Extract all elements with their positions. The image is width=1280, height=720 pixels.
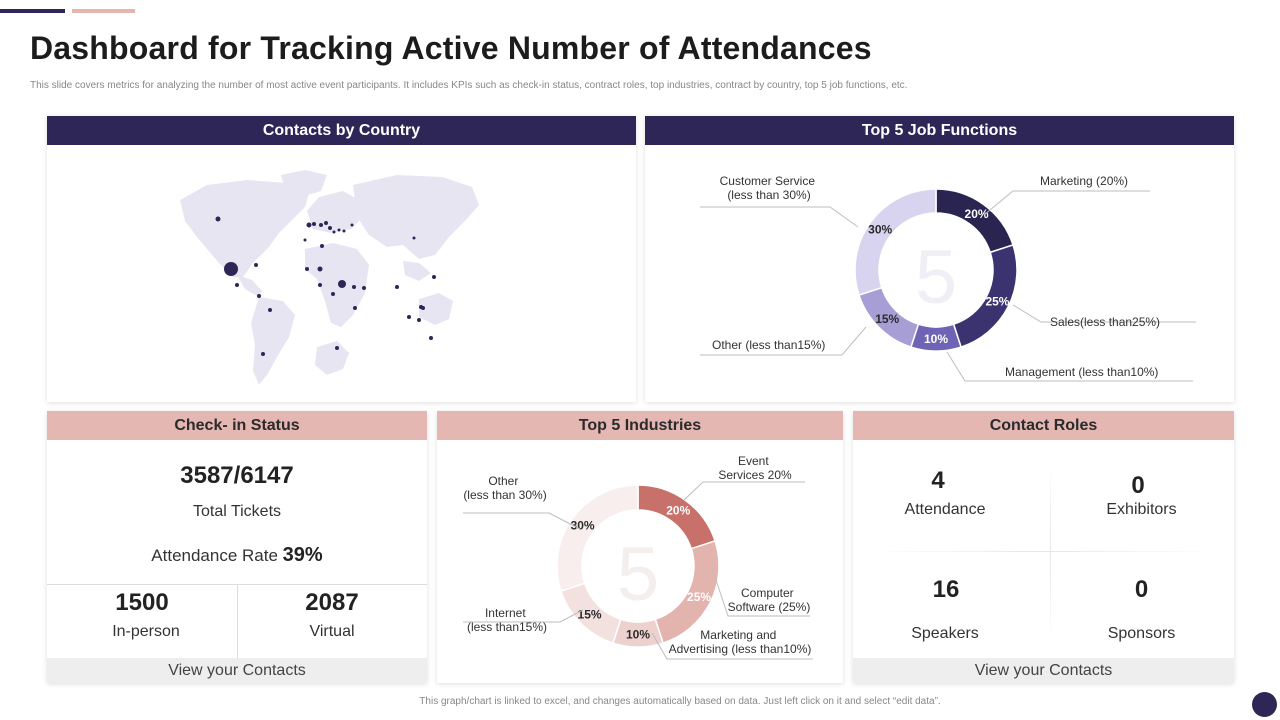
- job-legend-other: Other (less than15%): [712, 338, 825, 352]
- job-legend-customer-service: Customer Service (less than 30%): [720, 174, 819, 202]
- map-north-america: [180, 180, 309, 277]
- job-slice-label-other: 15%: [875, 312, 899, 326]
- ind-legend-other-line2: (less than 30%): [463, 488, 546, 502]
- role-speakers-label: Speakers: [911, 625, 979, 642]
- ind-legend-internet-line2: (less than15%): [467, 620, 547, 634]
- role-attendance-label: Attendance: [904, 501, 986, 518]
- role-sponsors-value: 0: [1134, 576, 1149, 603]
- job-functions-panel: Top 5 Job Functions 5 20% 25% 10% 15% 30% Ma…: [645, 116, 1234, 402]
- industries-chart: 5 20% 25% 10% 15% 30% Event Services 20% Com…: [463, 454, 813, 660]
- contacts-by-country-panel: Contacts by Country: [47, 116, 636, 402]
- ind-legend-computer-software: Computer Software (25%): [728, 586, 811, 614]
- attendance-rate: Attendance Rate 39%: [47, 544, 427, 567]
- world-map: [180, 170, 479, 385]
- attendance-rate-label: Attendance Rate: [151, 546, 278, 565]
- ind-legend-other-line1: Other: [488, 474, 518, 488]
- map-australia: [419, 293, 453, 325]
- ind-legend-event-services: Event Services 20%: [718, 454, 792, 482]
- accent-bar-pink: [72, 9, 135, 13]
- check-in-divider-v: [237, 585, 238, 658]
- total-tickets-value: 3587/6147: [180, 462, 294, 489]
- map-greenland: [281, 170, 327, 197]
- industry-slice-label-event-services: 20%: [666, 504, 690, 518]
- role-speakers-value: 16: [932, 576, 960, 603]
- in-person-label: In-person: [112, 623, 180, 640]
- ind-legend-event-line1: Event: [738, 454, 769, 468]
- job-slice-label-marketing: 20%: [965, 207, 989, 221]
- check-in-title: Check- in Status: [47, 411, 427, 440]
- job-slice-label-sales: 25%: [985, 294, 1009, 308]
- page-subtitle: This slide covers metrics for analyzing …: [30, 80, 908, 91]
- ind-legend-marketing-line2: Advertising (less than10%): [669, 642, 812, 656]
- job-slice-customer-service: [854, 188, 937, 296]
- footnote: This graph/chart is linked to excel, and…: [419, 696, 941, 707]
- corner-dot: [1252, 692, 1277, 717]
- job-legend-customer-service-line1: Customer Service: [720, 174, 816, 188]
- role-attendance-value: 4: [931, 467, 945, 494]
- industry-slice-label-marketing-and-advertising: 10%: [626, 628, 650, 642]
- view-contacts-button[interactable]: View your Contacts: [47, 658, 427, 683]
- job-legend-management: Management (less than10%): [1005, 365, 1158, 379]
- job-slice-label-management: 10%: [924, 332, 948, 346]
- check-in-divider-h: [47, 584, 427, 585]
- view-contacts-button[interactable]: View your Contacts: [853, 658, 1234, 683]
- check-in-panel: Check- in Status 3587/6147 Total Tickets…: [47, 411, 427, 683]
- job-slice-label-customer-service: 30%: [868, 222, 892, 236]
- map-antarctica: [315, 341, 349, 375]
- roles-divider-h: [873, 551, 1214, 552]
- contact-roles-panel: Contact Roles 4 Attendance 0 Exhibitors …: [853, 411, 1234, 683]
- role-exhibitors-label: Exhibitors: [1106, 501, 1177, 518]
- job-legend-customer-service-line2: (less than 30%): [727, 188, 810, 202]
- ind-legend-internet-line1: Internet: [485, 606, 526, 620]
- industry-slice-other: [556, 484, 639, 592]
- job-functions-center-value: 5: [915, 235, 957, 320]
- industries-panel: Top 5 Industries 5 20% 25% 10% 15% 30% Event…: [437, 411, 843, 683]
- ind-legend-marketing: Marketing and Advertising (less than10%): [669, 628, 812, 656]
- map-central-america: [237, 275, 262, 297]
- industries-title: Top 5 Industries: [437, 411, 843, 440]
- industry-slice-label-other: 30%: [571, 519, 595, 533]
- contact-roles-title: Contact Roles: [853, 411, 1234, 440]
- ind-legend-other: Other (less than 30%): [463, 474, 546, 502]
- contacts-by-country-title: Contacts by Country: [47, 116, 636, 145]
- role-exhibitors-value: 0: [1131, 472, 1145, 499]
- role-sponsors-label: Sponsors: [1107, 625, 1176, 642]
- attendance-rate-value: 39%: [282, 544, 323, 566]
- accent-bar-dark: [0, 9, 65, 13]
- ind-legend-marketing-line1: Marketing and: [700, 628, 776, 642]
- in-person-value: 1500: [115, 589, 169, 616]
- map-africa: [305, 243, 369, 327]
- map-asia: [353, 175, 479, 259]
- job-functions-chart: 5 20% 25% 10% 15% 30% Marketing (20%) Sales(…: [700, 174, 1196, 382]
- total-tickets-label: Total Tickets: [192, 503, 282, 520]
- job-legend-sales: Sales(less than25%): [1050, 315, 1160, 329]
- job-legend-marketing: Marketing (20%): [1040, 174, 1128, 188]
- map-south-america: [251, 297, 295, 385]
- industries-center-value: 5: [617, 532, 659, 617]
- ind-legend-internet: Internet (less than15%): [467, 606, 547, 634]
- map-se-asia: [403, 261, 431, 281]
- ind-legend-computer-line2: Software (25%): [728, 600, 811, 614]
- industry-slice-label-computer-software: 25%: [687, 590, 711, 604]
- ind-legend-event-line2: Services 20%: [718, 468, 792, 482]
- industry-slice-label-internet: 15%: [578, 607, 602, 621]
- virtual-label: Virtual: [309, 623, 355, 640]
- ind-legend-computer-line1: Computer: [741, 586, 794, 600]
- page-title: Dashboard for Tracking Active Number of …: [30, 30, 872, 66]
- virtual-value: 2087: [305, 589, 359, 616]
- map-europe: [307, 191, 363, 233]
- job-functions-title: Top 5 Job Functions: [645, 116, 1234, 145]
